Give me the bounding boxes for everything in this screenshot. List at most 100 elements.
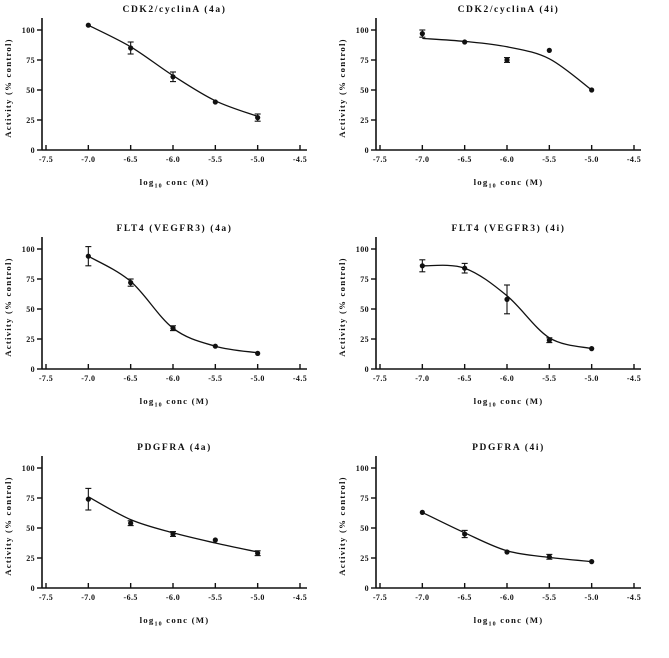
chart-title: CDK2/cyclinA (4i) (458, 4, 560, 15)
data-point (419, 263, 425, 269)
data-point (85, 22, 91, 28)
data-point (255, 550, 261, 556)
x-tick-label: -6.0 (500, 374, 514, 383)
y-axis-title: Activity (% control) (3, 38, 13, 138)
x-axis-title: log10 conc (M) (140, 177, 210, 190)
y-tick-label: 0 (31, 365, 35, 374)
chart-panel-cdk2-cyclina-4i: CDK2/cyclinA (4i) -7.5 -7.0 -6.5 -6.0 -5.5 -5.… (334, 0, 668, 219)
data-point (128, 520, 134, 526)
chart-svg: FLT4 (VEGFR3) (4a) -7.5 -7.0 -6.5 -6.0 -5.5 -5… (3, 223, 307, 409)
data-point (212, 343, 218, 349)
y-tick-label: 100 (22, 464, 35, 473)
x-tick-label: -7.5 (39, 155, 53, 164)
data-point (128, 45, 134, 51)
chart-svg: PDGFRA (4i) -7.5 -7.0 -6.5 -6.0 -5.5 -5.0 -4.5 0… (337, 442, 641, 628)
y-tick-label: 50 (360, 86, 369, 95)
y-tick-label: 0 (365, 365, 369, 374)
data-point (212, 99, 218, 105)
data-point (85, 496, 91, 502)
chart-title: PDGFRA (4a) (137, 442, 212, 453)
y-axis-title: Activity (% control) (337, 257, 347, 357)
x-tick-label: -7.5 (373, 155, 387, 164)
x-tick-label: -5.0 (585, 374, 599, 383)
data-point (504, 549, 510, 555)
x-tick-label: -6.5 (458, 155, 472, 164)
data-point (546, 47, 552, 54)
data-point (462, 265, 468, 271)
x-tick-label: -6.0 (166, 155, 180, 164)
x-tick-label: -5.5 (208, 155, 222, 164)
fit-curve (422, 37, 593, 91)
y-tick-label: 75 (360, 494, 369, 503)
x-tick-label: -4.5 (627, 155, 641, 164)
x-tick-label: -6.5 (458, 374, 472, 383)
x-axis-title: log10 conc (M) (140, 615, 210, 628)
x-tick-label: -7.0 (81, 155, 95, 164)
data-point (504, 296, 510, 302)
x-tick-label: -7.0 (415, 155, 429, 164)
y-tick-label: 50 (26, 86, 35, 95)
x-tick-label: -5.0 (585, 593, 599, 602)
y-tick-label: 25 (360, 335, 369, 344)
chart-title: CDK2/cyclinA (4a) (123, 4, 227, 15)
x-tick-label: -6.0 (166, 374, 180, 383)
data-point (504, 57, 510, 63)
y-tick-label: 100 (356, 464, 369, 473)
y-tick-label: 0 (365, 146, 369, 155)
x-tick-label: -7.0 (81, 374, 95, 383)
y-tick-label: 75 (26, 56, 35, 65)
x-tick-label: -5.0 (251, 593, 265, 602)
y-tick-label: 0 (31, 146, 35, 155)
data-point (128, 280, 134, 286)
y-tick-label: 50 (360, 305, 369, 314)
data-point (419, 30, 425, 37)
x-tick-label: -5.5 (208, 593, 222, 602)
x-tick-label: -5.5 (542, 593, 556, 602)
x-tick-label: -7.5 (39, 593, 53, 602)
data-point (546, 337, 552, 343)
y-tick-label: 100 (356, 245, 369, 254)
chart-panel-cdk2-cyclina-4a: CDK2/cyclinA (4a) -7.5 -7.0 -6.5 -6.0 -5.5 -5.… (0, 0, 334, 219)
x-axis-title: log10 conc (M) (474, 615, 544, 628)
y-tick-label: 100 (22, 245, 35, 254)
chart-svg: FLT4 (VEGFR3) (4i) -7.5 -7.0 -6.5 -6.0 -5.5 -5… (337, 223, 641, 409)
x-tick-label: -6.5 (458, 593, 472, 602)
chart-panel-flt4-vegfr3-4a: FLT4 (VEGFR3) (4a) -7.5 -7.0 -6.5 -6.0 -5.5 -5… (0, 219, 334, 438)
x-tick-label: -4.5 (627, 374, 641, 383)
data-point (170, 531, 176, 537)
chart-title: FLT4 (VEGFR3) (4a) (116, 223, 232, 234)
y-axis-title: Activity (% control) (337, 38, 347, 138)
x-tick-label: -6.5 (124, 593, 138, 602)
y-tick-label: 75 (360, 275, 369, 284)
y-axis-title: Activity (% control) (337, 476, 347, 576)
y-tick-label: 75 (26, 494, 35, 503)
x-tick-label: -6.5 (124, 374, 138, 383)
chart-svg: CDK2/cyclinA (4a) -7.5 -7.0 -6.5 -6.0 -5.5 -5.… (3, 4, 307, 190)
data-point (255, 115, 261, 121)
chart-svg: PDGFRA (4a) -7.5 -7.0 -6.5 -6.0 -5.5 -5.0 -4.5 0… (3, 442, 307, 628)
data-point (170, 74, 176, 80)
fit-curve (88, 496, 258, 553)
x-tick-label: -5.0 (585, 155, 599, 164)
chart-svg: CDK2/cyclinA (4i) -7.5 -7.0 -6.5 -6.0 -5.5 -5.… (337, 4, 641, 190)
y-tick-label: 75 (26, 275, 35, 284)
y-tick-label: 100 (22, 26, 35, 35)
data-point (546, 554, 552, 560)
x-tick-label: -4.5 (293, 593, 307, 602)
x-tick-label: -4.5 (293, 374, 307, 383)
y-tick-label: 25 (26, 116, 35, 125)
y-tick-label: 0 (365, 584, 369, 593)
data-point (462, 39, 468, 45)
x-tick-label: -6.0 (166, 593, 180, 602)
data-point (589, 87, 595, 93)
x-tick-label: -5.5 (542, 374, 556, 383)
x-tick-label: -5.5 (542, 155, 556, 164)
x-tick-label: -4.5 (627, 593, 641, 602)
chart-panel-pdgfra-4a: PDGFRA (4a) -7.5 -7.0 -6.5 -6.0 -5.5 -5.0 -4.5 0… (0, 438, 334, 657)
y-axis-title: Activity (% control) (3, 257, 13, 357)
x-tick-label: -7.5 (39, 374, 53, 383)
x-tick-label: -7.0 (415, 593, 429, 602)
chart-panel-flt4-vegfr3-4i: FLT4 (VEGFR3) (4i) -7.5 -7.0 -6.5 -6.0 -5.5 -5… (334, 219, 668, 438)
y-tick-label: 25 (26, 335, 35, 344)
